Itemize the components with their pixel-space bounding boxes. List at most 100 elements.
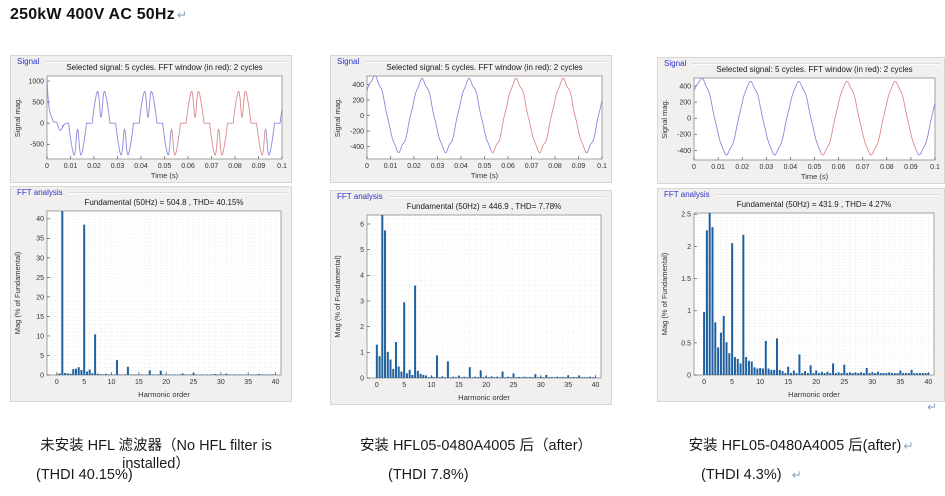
caption-2-line-2: (THDI 7.8%) xyxy=(388,467,469,483)
svg-text:Fundamental (50Hz) = 446.9 , T: Fundamental (50Hz) = 446.9 , THD= 7.78% xyxy=(407,202,562,211)
svg-text:200: 200 xyxy=(679,100,691,107)
groove-line xyxy=(365,61,607,63)
svg-text:20: 20 xyxy=(162,379,170,386)
svg-text:0.1: 0.1 xyxy=(597,163,607,170)
figure-column-1: Signal 0 0.01 0.02 0.03 0.04 0.05 0.06 0.07 0.08… xyxy=(10,55,292,402)
signal-panel-label: Signal xyxy=(662,59,689,68)
fft-plot-2: 0 5 10 15 20 25 30 35 40 0 1 2 3 4 5 6 Fundamental (50Hz… xyxy=(333,202,602,402)
svg-text:15: 15 xyxy=(135,379,143,386)
svg-text:0.08: 0.08 xyxy=(548,163,562,170)
svg-text:0.1: 0.1 xyxy=(930,164,940,171)
svg-text:0: 0 xyxy=(702,379,706,386)
svg-text:0.08: 0.08 xyxy=(228,163,242,170)
svg-text:10: 10 xyxy=(108,379,116,386)
return-mark-icon: ↵ xyxy=(927,400,938,414)
svg-text:1000: 1000 xyxy=(28,78,44,85)
fft-plot-3: 0 5 10 15 20 25 30 35 40 0 0.5 1 1.5 2 2.5 Fundamental … xyxy=(660,200,935,399)
fft-panel-label: FFT analysis xyxy=(335,192,385,201)
return-mark-icon: ↵ xyxy=(176,8,188,22)
svg-text:35: 35 xyxy=(244,379,252,386)
svg-text:0.02: 0.02 xyxy=(735,164,749,171)
svg-text:0: 0 xyxy=(375,382,379,389)
svg-text:25: 25 xyxy=(36,275,44,282)
svg-text:0.03: 0.03 xyxy=(431,163,445,170)
svg-text:0.5: 0.5 xyxy=(681,340,691,347)
svg-text:5: 5 xyxy=(360,247,364,254)
svg-text:5: 5 xyxy=(402,382,406,389)
svg-text:0.06: 0.06 xyxy=(501,163,515,170)
groove-line xyxy=(389,196,607,198)
signal-panel-label: Signal xyxy=(15,57,42,66)
svg-text:0.02: 0.02 xyxy=(87,163,101,170)
svg-text:Harmonic order: Harmonic order xyxy=(458,393,510,402)
signal-panel-2: Signal 0 0.01 0.02 0.03 0.04 0.05 0.06 0.07 0.08… xyxy=(330,55,612,183)
svg-text:0.03: 0.03 xyxy=(111,163,125,170)
svg-text:0: 0 xyxy=(40,372,44,379)
caption-1-line-1: 未安装 HFL 滤波器（No HFL filter is installed） xyxy=(40,438,272,472)
svg-text:200: 200 xyxy=(352,97,364,104)
svg-text:0.06: 0.06 xyxy=(181,163,195,170)
groove-line xyxy=(692,63,940,65)
groove-line xyxy=(69,192,287,194)
svg-text:25: 25 xyxy=(190,379,198,386)
svg-text:40: 40 xyxy=(592,382,600,389)
fft-panel-1: FFT analysis 0 5 10 15 20 25 30 35 40 0 5 10 15 20 25 3… xyxy=(10,186,292,402)
svg-text:30: 30 xyxy=(868,379,876,386)
svg-text:0.09: 0.09 xyxy=(904,164,918,171)
fft-panel-2: FFT analysis 0 5 10 15 20 25 30 35 40 0 1 2 3 4 5 6 Fund… xyxy=(330,190,612,405)
svg-text:1.5: 1.5 xyxy=(681,276,691,283)
svg-text:Signal mag.: Signal mag. xyxy=(333,98,342,138)
svg-text:3: 3 xyxy=(360,298,364,305)
svg-text:40: 40 xyxy=(36,216,44,223)
signal-panel-label: Signal xyxy=(335,57,362,66)
svg-text:30: 30 xyxy=(36,255,44,262)
svg-text:2: 2 xyxy=(360,324,364,331)
signal-plot-1: 0 0.01 0.02 0.03 0.04 0.05 0.06 0.07 0.08 0.09 0.1… xyxy=(13,63,287,180)
svg-text:1: 1 xyxy=(360,350,364,357)
svg-text:500: 500 xyxy=(32,100,44,107)
svg-text:2: 2 xyxy=(687,244,691,251)
svg-text:0: 0 xyxy=(40,121,44,128)
svg-text:20: 20 xyxy=(482,382,490,389)
svg-text:0.01: 0.01 xyxy=(64,163,78,170)
svg-text:Signal mag.: Signal mag. xyxy=(660,99,669,139)
svg-text:-200: -200 xyxy=(350,128,364,135)
signal-plot-2: 0 0.01 0.02 0.03 0.04 0.05 0.06 0.07 0.08 0.09 0.1… xyxy=(333,63,607,180)
svg-text:0.07: 0.07 xyxy=(525,163,539,170)
svg-text:30: 30 xyxy=(537,382,545,389)
return-mark-icon: ↵ xyxy=(903,439,914,453)
svg-text:0.06: 0.06 xyxy=(832,164,846,171)
svg-text:25: 25 xyxy=(840,379,848,386)
caption-1-line-2: (THDI 40.15%) xyxy=(36,467,133,483)
svg-text:15: 15 xyxy=(784,379,792,386)
svg-text:6: 6 xyxy=(360,221,364,228)
page-title: 250kW 400V AC 50Hz ↵ xyxy=(10,6,187,24)
svg-text:0.07: 0.07 xyxy=(856,164,870,171)
svg-text:Harmonic order: Harmonic order xyxy=(138,390,190,399)
page-title-text: 250kW 400V AC 50Hz xyxy=(10,6,175,23)
caption-3-line-1: 安装 HFL05-0480A4005 后(after) ↵ xyxy=(657,437,945,455)
svg-text:0: 0 xyxy=(692,164,696,171)
svg-text:0.04: 0.04 xyxy=(134,163,148,170)
svg-text:35: 35 xyxy=(896,379,904,386)
svg-text:Fundamental (50Hz) = 504.8 , T: Fundamental (50Hz) = 504.8 , THD= 40.15% xyxy=(84,198,243,207)
groove-line xyxy=(716,194,940,196)
svg-text:Harmonic order: Harmonic order xyxy=(788,390,840,399)
svg-text:10: 10 xyxy=(756,379,764,386)
svg-text:0.07: 0.07 xyxy=(205,163,219,170)
caption-3-line-2: (THDI 4.3%) ↵ xyxy=(657,466,945,484)
svg-text:Mag (% of Fundamental): Mag (% of Fundamental) xyxy=(660,252,669,335)
svg-text:30: 30 xyxy=(217,379,225,386)
svg-text:-200: -200 xyxy=(677,132,691,139)
svg-text:5: 5 xyxy=(730,379,734,386)
svg-text:40: 40 xyxy=(272,379,280,386)
svg-text:2.5: 2.5 xyxy=(681,212,691,219)
fft-panel-label: FFT analysis xyxy=(662,190,712,199)
figure-column-2: Signal 0 0.01 0.02 0.03 0.04 0.05 0.06 0.07 0.08… xyxy=(330,55,612,405)
svg-text:-400: -400 xyxy=(677,148,691,155)
svg-text:15: 15 xyxy=(455,382,463,389)
caption-2-line-1: 安装 HFL05-0480A4005 后（after） xyxy=(359,438,593,454)
svg-text:1: 1 xyxy=(687,308,691,315)
svg-text:0: 0 xyxy=(360,113,364,120)
